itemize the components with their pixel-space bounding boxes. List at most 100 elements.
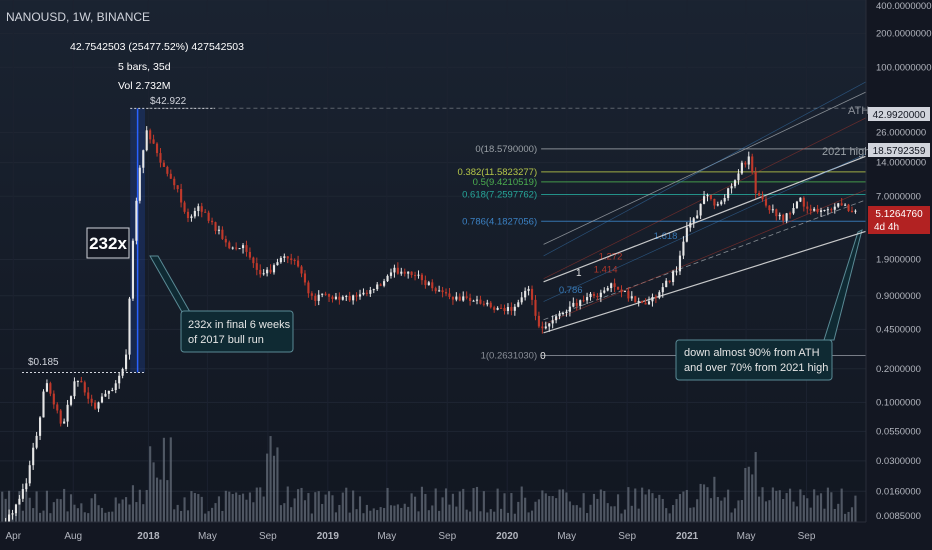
candle-body	[427, 282, 430, 286]
candle-body	[854, 210, 857, 212]
gain-note-line2: of 2017 bull run	[188, 334, 264, 346]
volume-bar	[592, 493, 596, 522]
volume-bar	[455, 506, 458, 522]
candle-body	[348, 295, 351, 301]
candle-body	[83, 382, 86, 393]
volume-bar	[737, 500, 740, 522]
candle-body	[396, 267, 399, 274]
volume-bar	[338, 504, 341, 522]
candle-body	[778, 214, 781, 217]
y-tick-label: 7.0000000	[876, 191, 921, 202]
candle-body	[224, 238, 227, 243]
volume-bar	[816, 495, 819, 522]
candle-body	[833, 206, 836, 210]
volume-bar	[524, 497, 527, 522]
volume-bar	[396, 504, 399, 522]
volume-bar	[530, 510, 534, 522]
candle-body	[637, 301, 640, 303]
candle-body	[410, 271, 413, 276]
candle-body	[138, 167, 141, 201]
volume-bar	[317, 491, 320, 522]
candle-body	[579, 300, 582, 306]
candle-body	[830, 209, 833, 211]
volume-bar	[678, 494, 682, 522]
candle-body	[733, 180, 737, 187]
volume-bar	[647, 489, 651, 522]
volume-bar	[527, 512, 530, 522]
candle-body	[159, 153, 162, 163]
volume-bar	[661, 498, 664, 522]
volume-bar	[94, 493, 97, 522]
candle-body	[407, 271, 410, 274]
volume-bar	[286, 486, 289, 522]
fib-extension-label: 0.786	[559, 285, 583, 296]
candle-body	[314, 295, 317, 301]
candle-body	[496, 307, 499, 310]
candle-body	[321, 293, 324, 295]
volume-bar	[389, 505, 393, 522]
candle-body	[634, 296, 637, 303]
candle-body	[235, 247, 238, 249]
price-axis[interactable]: 400.0000000 200.0000000 100.0000000 26.0000…	[865, 0, 932, 522]
volume-bar	[496, 488, 499, 522]
volume-bar	[207, 511, 210, 522]
candle-body	[352, 295, 355, 301]
candle-body	[844, 204, 847, 206]
volume-bar	[314, 492, 317, 522]
volume-bar	[740, 500, 743, 522]
volume-bar	[97, 505, 100, 522]
volume-bar	[785, 493, 788, 522]
volume-bar	[668, 513, 671, 522]
candle-body	[290, 258, 293, 261]
volume-bar	[658, 494, 661, 522]
channel-point-1: 1	[576, 268, 582, 279]
volume-bar	[544, 493, 547, 522]
measure-bars: 5 bars, 35d	[118, 61, 171, 73]
volume-bar	[586, 513, 589, 522]
candle-body	[537, 315, 540, 327]
candle-body	[534, 299, 537, 316]
down-note-line1: down almost 90% from ATH	[684, 347, 820, 359]
candle-body	[56, 404, 59, 411]
low-price-label: $0.185	[28, 357, 59, 368]
volume-bar	[403, 503, 406, 522]
candlestick-series	[1, 126, 857, 532]
measure-volume: Vol 2.732M	[118, 80, 171, 92]
volume-bar	[200, 496, 203, 522]
time-axis[interactable]: Apr Aug 2018 May Sep 2019 May Sep 2020 May Sep 2021…	[0, 521, 932, 550]
volume-bar	[486, 512, 489, 522]
volume-bar	[799, 489, 802, 522]
candle-body	[262, 273, 265, 275]
volume-bar	[228, 491, 231, 522]
candle-body	[221, 229, 224, 239]
x-tick-label: 2018	[137, 531, 160, 542]
candle-body	[25, 483, 28, 490]
candle-body	[675, 271, 678, 273]
candle-body	[393, 267, 396, 273]
candle-body	[503, 307, 506, 311]
candle-body	[623, 290, 626, 292]
candle-body	[764, 199, 768, 206]
candle-body	[806, 206, 809, 209]
volume-bar	[782, 499, 785, 522]
volume-bar	[768, 500, 771, 522]
candle-body	[826, 209, 829, 211]
volume-bar	[379, 507, 382, 522]
candle-body	[87, 392, 90, 399]
volume-bar	[35, 491, 38, 522]
volume-bar	[128, 504, 131, 522]
volume-bar	[444, 488, 448, 522]
candle-body	[565, 311, 568, 314]
candle-body	[589, 293, 592, 298]
candle-body	[259, 269, 262, 275]
volume-bar	[699, 483, 702, 522]
candle-body	[186, 211, 190, 219]
volume-bar	[479, 511, 482, 522]
volume-bar	[121, 499, 124, 522]
y-tick-label: 26.0000000	[876, 128, 926, 139]
volume-bar	[802, 495, 805, 522]
volume-bar	[324, 494, 327, 522]
volume-bar	[850, 507, 854, 522]
candle-body	[469, 297, 472, 301]
